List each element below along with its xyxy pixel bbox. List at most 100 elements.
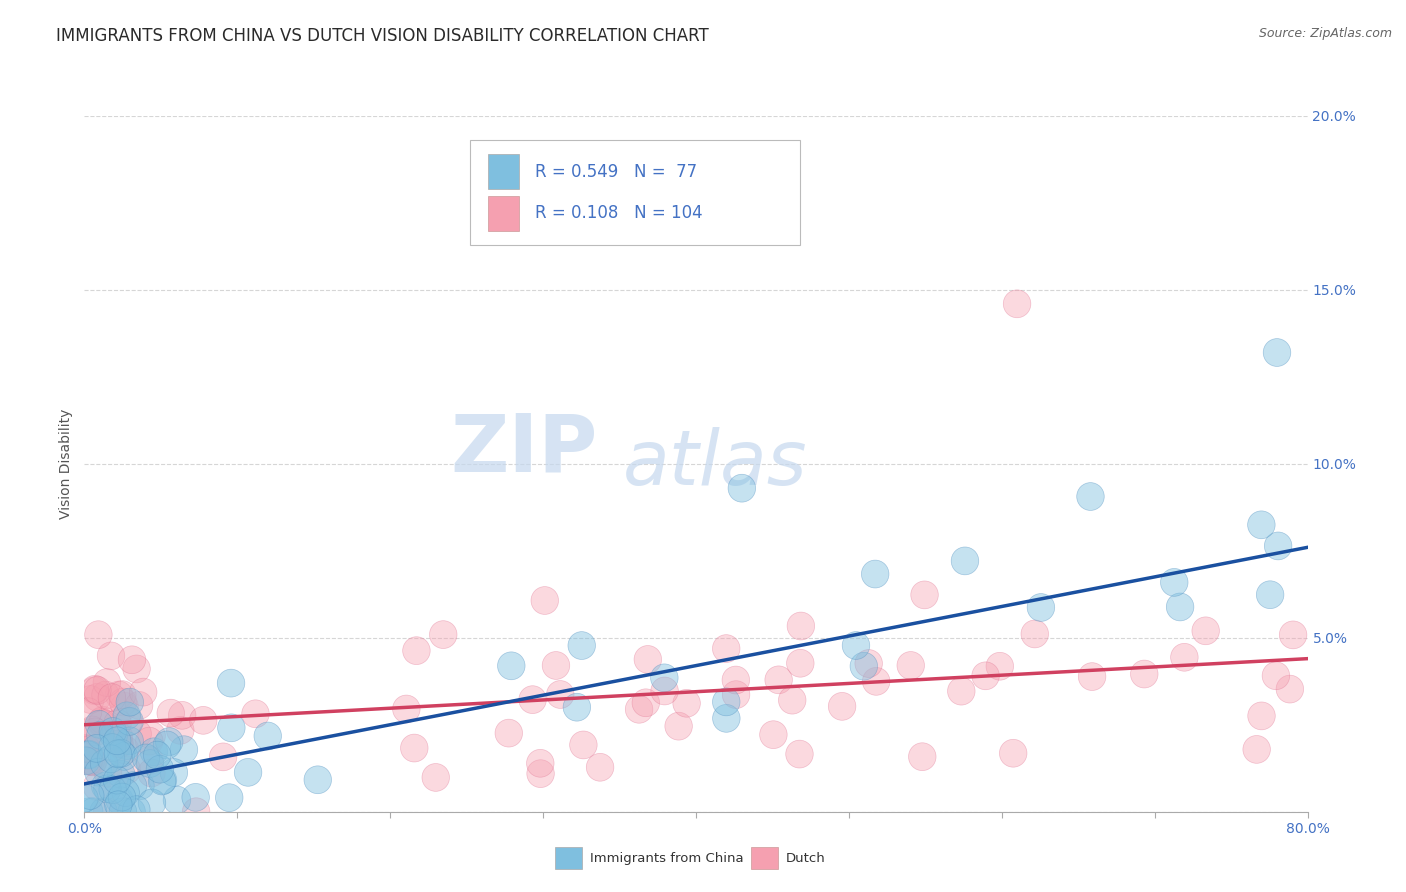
Ellipse shape: [98, 717, 127, 746]
Ellipse shape: [135, 727, 163, 755]
Ellipse shape: [97, 745, 125, 772]
Ellipse shape: [112, 779, 139, 806]
Text: Source: ZipAtlas.com: Source: ZipAtlas.com: [1258, 27, 1392, 40]
Text: R = 0.549   N =  77: R = 0.549 N = 77: [534, 162, 696, 180]
Ellipse shape: [120, 772, 146, 799]
Ellipse shape: [104, 709, 131, 737]
Ellipse shape: [138, 789, 166, 817]
Ellipse shape: [1243, 736, 1271, 764]
Ellipse shape: [568, 632, 596, 659]
Ellipse shape: [498, 652, 524, 680]
Text: atlas: atlas: [623, 427, 807, 500]
Ellipse shape: [1077, 483, 1104, 510]
Ellipse shape: [122, 655, 150, 683]
Ellipse shape: [129, 678, 157, 706]
Ellipse shape: [100, 722, 128, 749]
Ellipse shape: [948, 677, 976, 705]
Ellipse shape: [786, 740, 813, 768]
Ellipse shape: [855, 649, 883, 677]
Ellipse shape: [183, 797, 209, 826]
Ellipse shape: [89, 710, 115, 739]
Text: IMMIGRANTS FROM CHINA VS DUTCH VISION DISABILITY CORRELATION CHART: IMMIGRANTS FROM CHINA VS DUTCH VISION DI…: [56, 27, 709, 45]
Ellipse shape: [72, 734, 100, 762]
FancyBboxPatch shape: [751, 847, 778, 870]
Ellipse shape: [713, 705, 740, 732]
Ellipse shape: [84, 621, 112, 648]
Ellipse shape: [76, 797, 103, 826]
Ellipse shape: [104, 739, 132, 768]
Ellipse shape: [1247, 511, 1275, 539]
Ellipse shape: [765, 666, 793, 694]
Ellipse shape: [952, 547, 979, 574]
Ellipse shape: [86, 710, 112, 739]
Ellipse shape: [97, 642, 125, 670]
Ellipse shape: [112, 702, 141, 730]
Ellipse shape: [728, 475, 755, 502]
Ellipse shape: [1263, 662, 1289, 690]
Ellipse shape: [1004, 290, 1031, 318]
Ellipse shape: [169, 701, 195, 730]
Ellipse shape: [429, 621, 457, 648]
Ellipse shape: [90, 797, 117, 826]
Ellipse shape: [402, 637, 430, 665]
Ellipse shape: [569, 731, 598, 759]
Ellipse shape: [73, 735, 101, 763]
Ellipse shape: [77, 686, 104, 714]
Ellipse shape: [82, 718, 108, 746]
Ellipse shape: [75, 719, 103, 747]
Ellipse shape: [149, 766, 177, 794]
Ellipse shape: [115, 727, 143, 755]
Ellipse shape: [76, 735, 104, 764]
Ellipse shape: [242, 700, 270, 728]
Ellipse shape: [138, 722, 166, 749]
Ellipse shape: [911, 581, 938, 609]
Ellipse shape: [713, 635, 740, 663]
Ellipse shape: [723, 666, 749, 694]
Ellipse shape: [75, 698, 101, 725]
Ellipse shape: [1277, 675, 1303, 703]
Ellipse shape: [83, 772, 111, 800]
Ellipse shape: [519, 686, 547, 714]
Ellipse shape: [75, 747, 103, 775]
Ellipse shape: [564, 693, 591, 721]
Text: ZIP: ZIP: [451, 411, 598, 489]
Ellipse shape: [1247, 702, 1275, 730]
Ellipse shape: [105, 723, 132, 750]
Ellipse shape: [163, 786, 191, 814]
Ellipse shape: [94, 759, 122, 788]
Ellipse shape: [79, 747, 107, 776]
Ellipse shape: [108, 783, 136, 811]
Text: Dutch: Dutch: [786, 852, 825, 865]
Ellipse shape: [166, 716, 194, 744]
Ellipse shape: [110, 797, 136, 826]
Ellipse shape: [105, 730, 134, 757]
Ellipse shape: [862, 560, 889, 588]
Ellipse shape: [118, 646, 146, 673]
Ellipse shape: [1167, 593, 1194, 621]
Ellipse shape: [91, 772, 120, 800]
Ellipse shape: [148, 767, 176, 795]
Ellipse shape: [98, 776, 127, 804]
Ellipse shape: [1264, 532, 1292, 560]
Ellipse shape: [422, 764, 450, 791]
Ellipse shape: [218, 669, 245, 697]
Ellipse shape: [1263, 339, 1291, 367]
Ellipse shape: [111, 692, 138, 720]
Ellipse shape: [112, 731, 141, 759]
Ellipse shape: [70, 784, 98, 813]
Ellipse shape: [80, 677, 108, 705]
FancyBboxPatch shape: [470, 140, 800, 244]
Ellipse shape: [1279, 621, 1306, 648]
Ellipse shape: [83, 683, 111, 711]
Ellipse shape: [76, 781, 104, 809]
Ellipse shape: [146, 756, 174, 783]
Ellipse shape: [828, 692, 856, 720]
Ellipse shape: [117, 689, 143, 716]
Ellipse shape: [897, 651, 925, 680]
Ellipse shape: [94, 797, 121, 826]
Ellipse shape: [986, 652, 1014, 681]
Ellipse shape: [851, 652, 877, 680]
Ellipse shape: [136, 749, 163, 778]
Ellipse shape: [104, 727, 131, 755]
Ellipse shape: [779, 686, 806, 714]
